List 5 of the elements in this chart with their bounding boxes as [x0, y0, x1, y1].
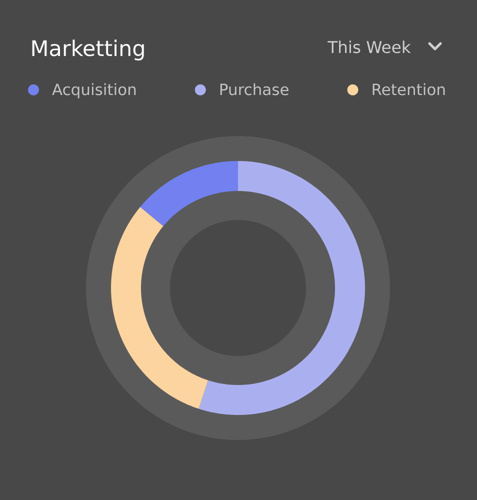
chart-title: Marketting — [32, 40, 144, 60]
legend-label: Acquisition — [52, 83, 136, 98]
legend-label: Purchase — [220, 83, 288, 96]
legend-label: Retention — [372, 83, 445, 96]
text: This Week — [328, 40, 411, 54]
